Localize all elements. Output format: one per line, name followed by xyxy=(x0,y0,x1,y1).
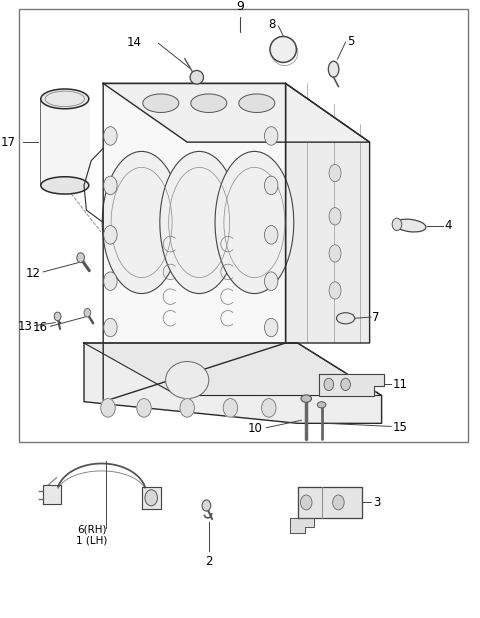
Polygon shape xyxy=(103,83,286,402)
Text: 7: 7 xyxy=(372,311,380,324)
Ellipse shape xyxy=(336,313,355,324)
Polygon shape xyxy=(41,99,89,185)
Text: 10: 10 xyxy=(248,421,263,435)
Polygon shape xyxy=(142,487,161,509)
Ellipse shape xyxy=(264,226,278,244)
Ellipse shape xyxy=(190,70,204,84)
Circle shape xyxy=(137,399,151,417)
Text: 4: 4 xyxy=(444,219,452,232)
Circle shape xyxy=(180,399,194,417)
Ellipse shape xyxy=(329,208,341,225)
Ellipse shape xyxy=(329,164,341,182)
Circle shape xyxy=(202,500,211,511)
Text: 6(RH): 6(RH) xyxy=(77,525,107,535)
Ellipse shape xyxy=(328,61,339,77)
Text: 1 (LH): 1 (LH) xyxy=(76,535,108,545)
Text: 14: 14 xyxy=(127,35,142,49)
Text: 8: 8 xyxy=(269,18,276,32)
Text: 17: 17 xyxy=(0,135,15,149)
Text: 13: 13 xyxy=(18,320,33,334)
Polygon shape xyxy=(319,374,384,396)
Ellipse shape xyxy=(215,151,294,294)
Circle shape xyxy=(77,253,84,263)
Bar xyxy=(19,9,468,442)
Ellipse shape xyxy=(270,36,296,62)
Text: 16: 16 xyxy=(33,321,48,334)
Polygon shape xyxy=(84,343,382,396)
Polygon shape xyxy=(290,518,314,533)
Ellipse shape xyxy=(104,176,117,195)
Ellipse shape xyxy=(160,151,239,294)
Polygon shape xyxy=(286,83,370,343)
Ellipse shape xyxy=(104,272,117,290)
Text: 9: 9 xyxy=(236,0,244,13)
Circle shape xyxy=(262,399,276,417)
Ellipse shape xyxy=(317,402,326,408)
Ellipse shape xyxy=(239,94,275,112)
Ellipse shape xyxy=(102,151,181,294)
Circle shape xyxy=(145,489,157,506)
Ellipse shape xyxy=(395,219,426,232)
Polygon shape xyxy=(103,83,370,142)
Ellipse shape xyxy=(264,318,278,337)
Ellipse shape xyxy=(104,127,117,145)
Ellipse shape xyxy=(166,362,209,399)
Text: 11: 11 xyxy=(393,378,408,391)
Text: 3: 3 xyxy=(373,496,380,509)
Ellipse shape xyxy=(264,176,278,195)
Polygon shape xyxy=(298,487,362,518)
Circle shape xyxy=(392,218,402,231)
Circle shape xyxy=(223,399,238,417)
Circle shape xyxy=(341,378,350,391)
Ellipse shape xyxy=(41,89,89,109)
Circle shape xyxy=(54,312,61,321)
Circle shape xyxy=(101,399,115,417)
Ellipse shape xyxy=(143,94,179,112)
Polygon shape xyxy=(84,343,382,423)
Ellipse shape xyxy=(264,272,278,290)
Ellipse shape xyxy=(104,226,117,244)
Ellipse shape xyxy=(104,318,117,337)
Polygon shape xyxy=(43,485,61,504)
Text: 5: 5 xyxy=(347,35,354,48)
Circle shape xyxy=(84,308,91,317)
Circle shape xyxy=(300,495,312,510)
Ellipse shape xyxy=(41,177,89,194)
Ellipse shape xyxy=(329,245,341,262)
Text: 12: 12 xyxy=(26,266,41,280)
Ellipse shape xyxy=(264,127,278,145)
Text: 15: 15 xyxy=(393,421,408,434)
Circle shape xyxy=(324,378,334,391)
Ellipse shape xyxy=(329,282,341,299)
Text: 2: 2 xyxy=(205,555,213,568)
Circle shape xyxy=(333,495,344,510)
Ellipse shape xyxy=(301,395,312,402)
Ellipse shape xyxy=(191,94,227,112)
